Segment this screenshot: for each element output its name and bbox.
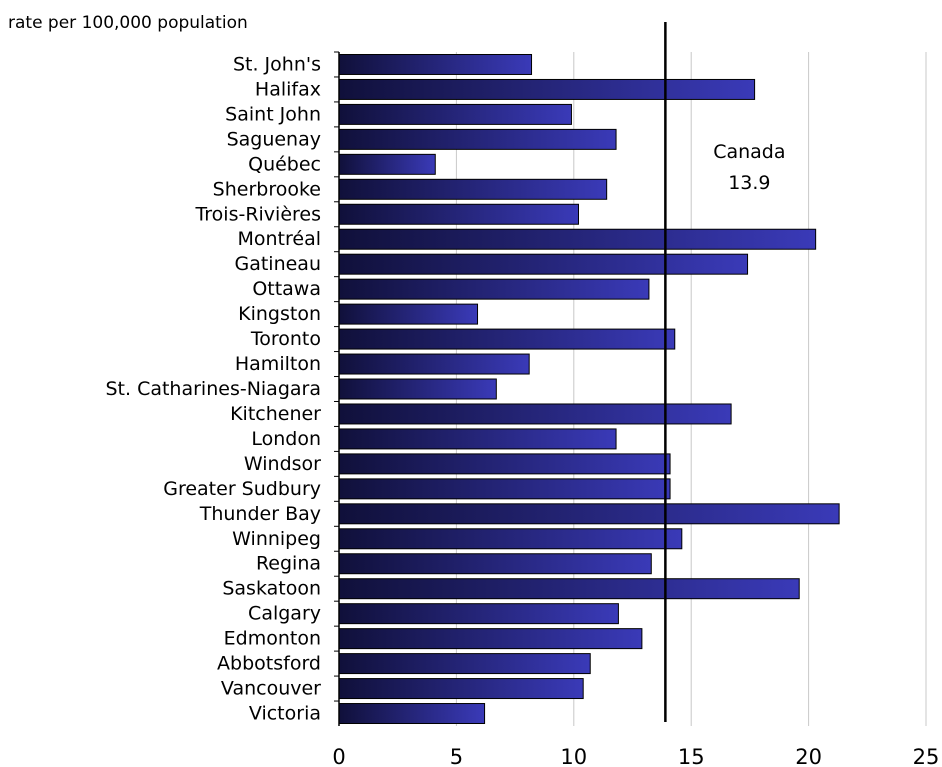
x-tick-labels: 0 5 10 15 20 25 [332, 745, 939, 767]
bar-2 [338, 103, 572, 125]
category-label: Trois-Rivières [194, 203, 321, 225]
bar-5 [338, 178, 608, 200]
reference-label-name: Canada [713, 141, 785, 163]
category-label: Saskatoon [222, 578, 321, 600]
category-label: Saint John [225, 103, 321, 125]
bar-9 [338, 278, 650, 300]
x-tick-label: 5 [450, 745, 463, 767]
bar-15 [338, 428, 617, 450]
category-label: Sherbrooke [213, 178, 321, 200]
x-tick-label: 20 [795, 745, 822, 767]
gridlines [455, 52, 927, 726]
category-label: Regina [256, 553, 321, 575]
category-label: Montréal [237, 228, 321, 250]
category-label: Winnipeg [232, 528, 321, 550]
category-label: Hamilton [235, 353, 321, 375]
x-tick-label: 25 [913, 745, 940, 767]
category-label: Kitchener [230, 403, 321, 425]
bar-8 [338, 253, 749, 275]
bars [338, 53, 840, 725]
bar-21 [338, 578, 800, 600]
bar-24 [338, 653, 591, 675]
bar-12 [338, 353, 530, 375]
bar-23 [338, 628, 643, 650]
category-label: Toronto [250, 328, 321, 350]
category-label: Vancouver [221, 678, 321, 700]
bar-16 [338, 453, 671, 475]
category-label: Abbotsford [217, 653, 321, 675]
category-label: Greater Sudbury [163, 478, 321, 500]
category-labels: St. John's Halifax Saint John Saguenay Québe… [105, 51, 339, 725]
category-label: Ottawa [252, 278, 321, 300]
category-label: St. John's [233, 53, 321, 75]
bar-6 [338, 203, 579, 225]
category-label: Saguenay [227, 128, 321, 150]
bar-19 [338, 528, 683, 550]
bar-17 [338, 478, 671, 500]
bar-0 [338, 53, 533, 75]
bar-25 [338, 678, 584, 700]
y-axis-label: rate per 100,000 population [8, 13, 248, 33]
bar-10 [338, 303, 479, 325]
category-label: Halifax [255, 78, 321, 100]
category-label: Calgary [248, 603, 321, 625]
category-label: Kingston [238, 303, 321, 325]
bar-13 [338, 378, 497, 400]
bar-3 [338, 128, 617, 150]
category-label: Thunder Bay [199, 503, 321, 525]
bar-1 [338, 78, 756, 100]
bar-7 [338, 228, 817, 250]
bar-11 [338, 328, 676, 350]
x-tick-label: 0 [332, 745, 345, 767]
category-label: Windsor [244, 453, 321, 475]
category-label: London [251, 428, 321, 450]
category-label: St. Catharines-Niagara [105, 378, 321, 400]
x-tick-label: 15 [678, 745, 705, 767]
bar-22 [338, 603, 619, 625]
category-label: Gatineau [234, 253, 321, 275]
reference-label-value: 13.9 [728, 172, 770, 194]
category-label: Edmonton [224, 628, 321, 650]
x-tick-label: 10 [560, 745, 587, 767]
bar-14 [338, 403, 732, 425]
bar-26 [338, 703, 486, 725]
bar-20 [338, 553, 652, 575]
category-label: Victoria [249, 703, 321, 725]
bar-18 [338, 503, 840, 525]
category-label: Québec [248, 153, 321, 175]
bar-4 [338, 153, 436, 175]
